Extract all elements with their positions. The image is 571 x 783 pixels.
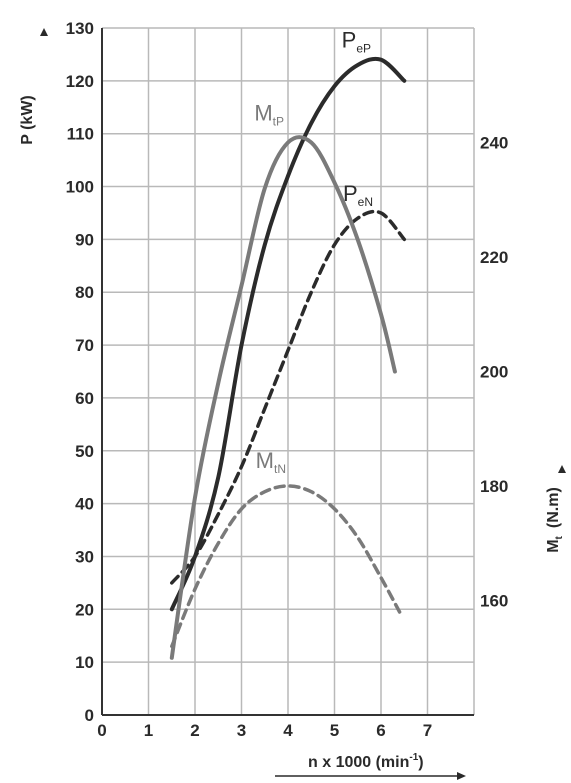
- y-tick-label: 110: [67, 125, 94, 144]
- grid: [101, 27, 475, 716]
- curve-label-main: M: [254, 101, 272, 126]
- curve-label: MtN: [256, 448, 286, 476]
- tick-labels: 0 1 2 3 4 5 6 701020304050607080901001101201301…: [66, 19, 509, 740]
- y-tick-label: 40: [75, 495, 94, 514]
- y-tick-label: 80: [75, 283, 94, 302]
- series-group: [169, 56, 407, 660]
- curve-label-main: P: [342, 28, 357, 53]
- curve-label-sub: tN: [274, 462, 286, 476]
- series-line-mtn: [170, 484, 402, 649]
- x-tick-label: 2: [190, 721, 199, 740]
- x-tick-label: 1: [144, 721, 153, 740]
- y2-axis-label-sub: t: [554, 535, 565, 539]
- curve-label: PeP: [342, 28, 371, 56]
- x-tick-label: 3: [237, 721, 246, 740]
- y2-tick-label: 220: [480, 248, 508, 267]
- y-tick-label: 120: [66, 72, 94, 91]
- curve-label-sub: eP: [356, 42, 371, 56]
- series-line-mtp: [169, 135, 397, 660]
- x-tick-label: 7: [423, 721, 432, 740]
- y2-axis-label: Mt (N.m): [545, 487, 565, 553]
- y-tick-label: 100: [66, 178, 94, 197]
- y2-axis-label-group: Mt (N.m): [545, 487, 565, 553]
- y-tick-label: 60: [75, 389, 94, 408]
- y2-axis-arrow-icon: [558, 465, 566, 473]
- y-tick-label: 130: [66, 19, 94, 38]
- y2-tick-label: 180: [480, 477, 508, 496]
- curve-label-sub: tP: [273, 115, 284, 129]
- x-axis-label-sup: -1: [409, 752, 418, 763]
- y2-tick-label: 200: [480, 363, 508, 382]
- y-axis-label: P (kW): [19, 95, 36, 144]
- y-tick-label: 90: [75, 230, 94, 249]
- curve-label: PeN: [343, 181, 373, 209]
- x-tick-label: 4: [283, 721, 293, 740]
- x-axis-label-close: ): [418, 754, 423, 771]
- y2-tick-label: 240: [480, 134, 508, 153]
- y-tick-label: 20: [75, 600, 94, 619]
- x-axis-label-main: n x 1000 (min: [308, 754, 409, 771]
- x-tick-label: 5: [330, 721, 339, 740]
- y2-axis-label-units: (N.m): [545, 487, 562, 528]
- x-tick-label: 0: [97, 721, 106, 740]
- y-tick-label: 70: [75, 336, 94, 355]
- series-line-pep: [169, 56, 407, 612]
- curve-label-main: M: [256, 448, 274, 473]
- y2-tick-label: 160: [480, 592, 508, 611]
- curve-label-main: P: [343, 181, 358, 206]
- curve-label: MtP: [254, 101, 284, 129]
- curve-label-sub: eN: [358, 195, 373, 209]
- y-tick-label: 10: [75, 653, 94, 672]
- y-tick-label: 0: [85, 706, 94, 725]
- axes: [101, 28, 474, 716]
- x-tick-label: 6: [376, 721, 385, 740]
- y-tick-label: 50: [75, 442, 94, 461]
- y-axis-arrow-icon: [40, 28, 48, 36]
- x-axis-label: n x 1000 (min-1): [308, 752, 424, 771]
- y2-axis-label-main: M: [545, 539, 562, 552]
- y-tick-label: 30: [75, 547, 94, 566]
- x-axis-arrow-icon: [457, 772, 466, 780]
- series-line-pen: [170, 209, 407, 585]
